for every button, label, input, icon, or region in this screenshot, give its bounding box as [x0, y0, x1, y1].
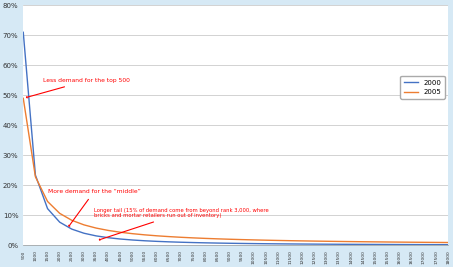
2000: [215, 241, 220, 245]
2000: [191, 241, 196, 244]
2000: [397, 243, 402, 246]
2005: [445, 241, 451, 244]
2005: [263, 239, 269, 242]
2005: [336, 240, 342, 243]
2005: [300, 239, 305, 242]
2000: [421, 243, 427, 246]
2005: [45, 200, 50, 203]
2005: [93, 226, 99, 230]
2000: [445, 243, 451, 246]
2005: [373, 240, 378, 244]
2000: [312, 242, 318, 246]
2000: [324, 243, 329, 246]
2000: [348, 243, 354, 246]
2000: [373, 243, 378, 246]
2005: [130, 232, 135, 235]
2000: [69, 227, 75, 231]
2005: [361, 240, 366, 243]
Legend: 2000, 2005: 2000, 2005: [400, 76, 445, 99]
2000: [434, 243, 439, 246]
2005: [409, 241, 414, 244]
2005: [288, 239, 293, 242]
2005: [275, 239, 281, 242]
2005: [191, 236, 196, 239]
Line: 2000: 2000: [23, 32, 448, 245]
2000: [45, 207, 50, 210]
2000: [81, 232, 87, 235]
2000: [166, 240, 172, 244]
Text: More demand for the “middle”: More demand for the “middle”: [48, 189, 140, 226]
2000: [20, 31, 26, 34]
2000: [118, 237, 123, 241]
2005: [69, 219, 75, 222]
2005: [227, 238, 232, 241]
2005: [239, 238, 245, 241]
2005: [385, 240, 390, 244]
2000: [300, 242, 305, 246]
2005: [118, 231, 123, 234]
2000: [288, 242, 293, 246]
2005: [421, 241, 427, 244]
2005: [20, 97, 26, 100]
2000: [239, 242, 245, 245]
2000: [409, 243, 414, 246]
2000: [57, 221, 63, 224]
2005: [324, 240, 329, 243]
2000: [178, 241, 184, 244]
2005: [397, 241, 402, 244]
2005: [202, 237, 208, 240]
2000: [263, 242, 269, 245]
Text: Longer tail (15% of demand come from beyond rank 3,000, where
bricks and mortar : Longer tail (15% of demand come from bey…: [94, 207, 269, 240]
2000: [106, 236, 111, 239]
2000: [361, 243, 366, 246]
Text: Less demand for the top 500: Less demand for the top 500: [27, 78, 130, 98]
2000: [336, 243, 342, 246]
2005: [166, 235, 172, 238]
2000: [202, 241, 208, 245]
2005: [312, 239, 318, 243]
2005: [154, 234, 159, 237]
2005: [142, 233, 147, 237]
2005: [434, 241, 439, 244]
2000: [227, 242, 232, 245]
2005: [251, 238, 257, 242]
2005: [106, 229, 111, 232]
2000: [142, 239, 147, 242]
2005: [81, 223, 87, 226]
2000: [385, 243, 390, 246]
2005: [348, 240, 354, 243]
Line: 2005: 2005: [23, 98, 448, 242]
2005: [178, 236, 184, 239]
2005: [215, 237, 220, 241]
2005: [57, 212, 63, 215]
2000: [251, 242, 257, 245]
2000: [33, 174, 38, 177]
2000: [130, 238, 135, 242]
2000: [275, 242, 281, 245]
2005: [33, 175, 38, 178]
2000: [93, 234, 99, 237]
2000: [154, 240, 159, 243]
